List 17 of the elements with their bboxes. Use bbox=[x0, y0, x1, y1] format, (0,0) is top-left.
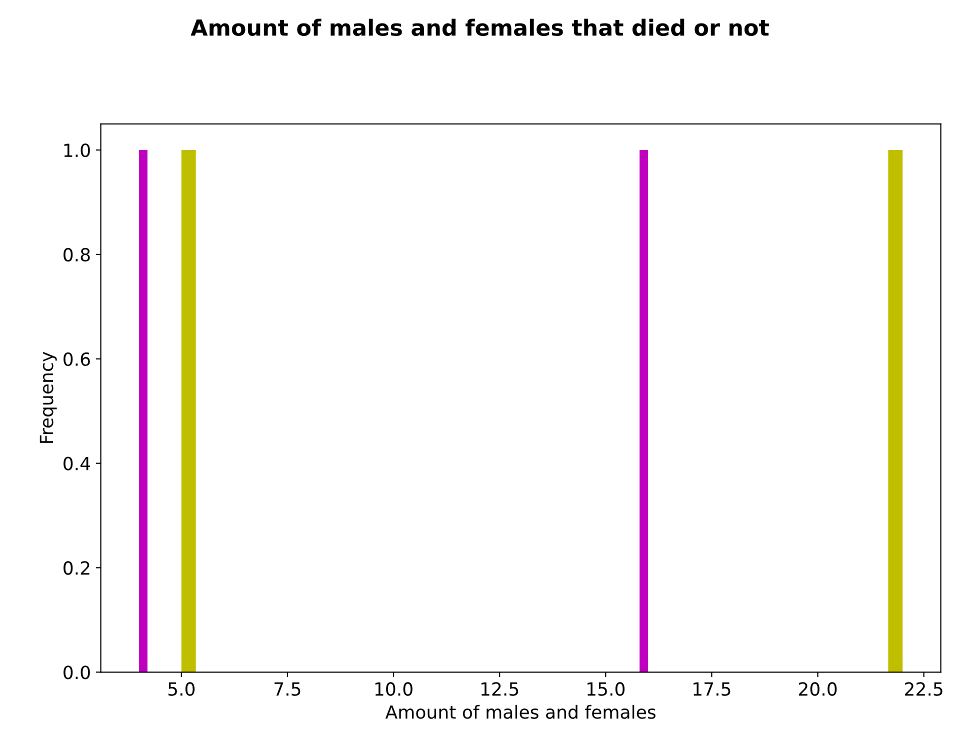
x-tick-label: 15.0 bbox=[588, 682, 625, 696]
y-tick-label: 0.0 bbox=[64, 666, 90, 680]
x-axis-title: Amount of males and females bbox=[385, 704, 656, 719]
x-tick-label: 20.0 bbox=[798, 682, 837, 696]
y-axis-title: Frequency bbox=[40, 352, 57, 443]
y-tick-label: 0.8 bbox=[64, 248, 90, 262]
x-tick-label: 10.0 bbox=[375, 682, 412, 696]
x-tick-label: 22.5 bbox=[905, 682, 942, 696]
y-tick-label: 1.0 bbox=[64, 143, 90, 158]
x-tick-label: 7.5 bbox=[274, 682, 300, 696]
x-tick-label: 12.5 bbox=[481, 682, 518, 696]
y-tick-label: 0.6 bbox=[64, 352, 90, 366]
y-tick-label: 0.4 bbox=[64, 456, 90, 470]
x-tick-label: 5.0 bbox=[168, 682, 195, 696]
x-tick-label: 17.5 bbox=[694, 682, 730, 696]
chart-title: Amount of males and females that died or not bbox=[190, 18, 769, 36]
y-tick-label: 0.2 bbox=[64, 561, 90, 575]
